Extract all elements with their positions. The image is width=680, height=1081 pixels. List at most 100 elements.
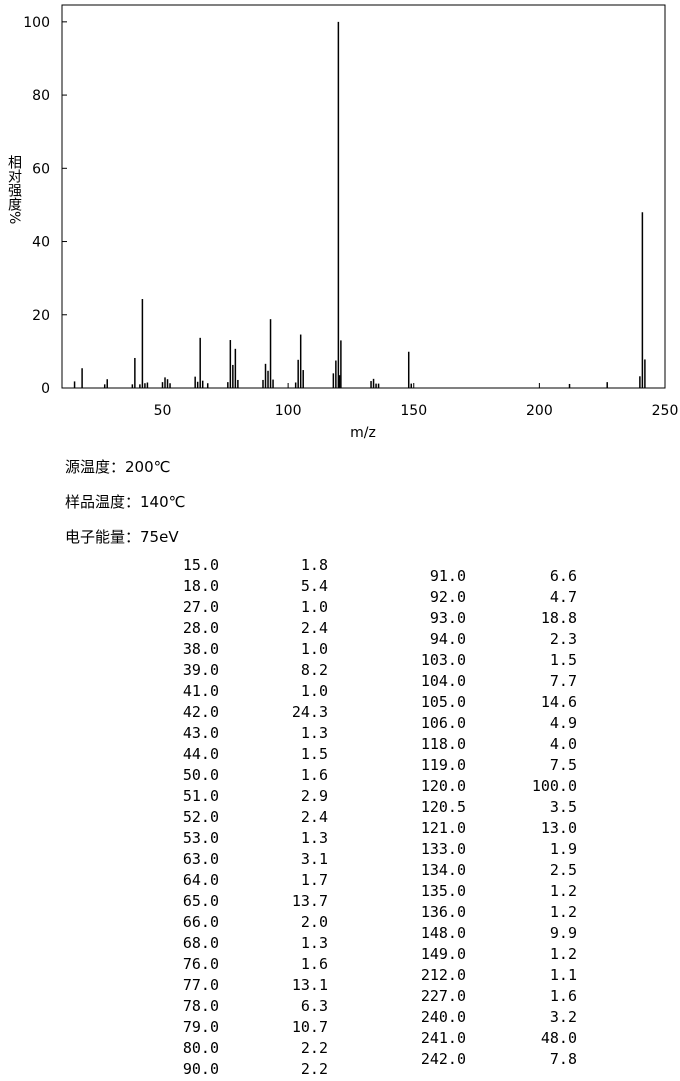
mass-cell: 105.0	[421, 693, 466, 711]
condition: 电子能量：75eV	[65, 528, 179, 546]
x-tick-label: 100	[275, 403, 302, 419]
intensity-cell: 2.5	[550, 861, 577, 879]
y-tick-label: 20	[32, 308, 50, 324]
y-tick-label: 100	[23, 15, 50, 31]
mass-cell: 76.0	[183, 955, 219, 973]
mass-cell: 38.0	[183, 640, 219, 658]
mass-cell: 119.0	[421, 756, 466, 774]
intensity-cell: 13.0	[541, 819, 577, 837]
mass-cell: 78.0	[183, 997, 219, 1015]
mass-cell: 135.0	[421, 882, 466, 900]
intensity-cell: 2.2	[301, 1060, 328, 1077]
mass-cell: 50.0	[183, 766, 219, 784]
y-tick-label: 60	[32, 161, 50, 177]
condition: 源温度：200℃	[65, 458, 170, 476]
intensity-cell: 1.0	[301, 598, 328, 616]
intensity-cell: 3.1	[301, 850, 328, 868]
intensity-cell: 1.7	[301, 871, 328, 889]
intensity-cell: 1.1	[550, 966, 577, 984]
mass-cell: 18.0	[183, 577, 219, 595]
intensity-cell: 3.5	[550, 798, 577, 816]
intensity-cell: 2.3	[550, 630, 577, 648]
intensity-cell: 1.8	[301, 556, 328, 574]
mass-cell: 63.0	[183, 850, 219, 868]
intensity-cell: 13.1	[292, 976, 328, 994]
intensity-cell: 4.0	[550, 735, 577, 753]
mass-cell: 104.0	[421, 672, 466, 690]
x-tick-label: 150	[400, 403, 427, 419]
mass-cell: 227.0	[421, 987, 466, 1005]
condition: 样品温度：140℃	[65, 493, 185, 511]
mass-cell: 94.0	[430, 630, 466, 648]
intensity-cell: 1.3	[301, 724, 328, 742]
intensity-cell: 14.6	[541, 693, 577, 711]
mass-cell: 43.0	[183, 724, 219, 742]
intensity-cell: 6.6	[550, 567, 577, 585]
mass-cell: 149.0	[421, 945, 466, 963]
intensity-cell: 1.0	[301, 682, 328, 700]
mass-cell: 80.0	[183, 1039, 219, 1057]
intensity-cell: 48.0	[541, 1029, 577, 1047]
mass-cell: 242.0	[421, 1050, 466, 1068]
mass-cell: 92.0	[430, 588, 466, 606]
mass-cell: 90.0	[183, 1060, 219, 1077]
mass-cell: 52.0	[183, 808, 219, 826]
mass-cell: 66.0	[183, 913, 219, 931]
intensity-cell: 1.0	[301, 640, 328, 658]
intensity-cell: 1.2	[550, 945, 577, 963]
mass-cell: 79.0	[183, 1018, 219, 1036]
mass-cell: 65.0	[183, 892, 219, 910]
y-axis-label: 相对强度%	[6, 155, 22, 224]
x-tick-label: 250	[652, 403, 679, 419]
intensity-cell: 13.7	[292, 892, 328, 910]
intensity-cell: 1.3	[301, 829, 328, 847]
mass-cell: 240.0	[421, 1008, 466, 1026]
mass-cell: 93.0	[430, 609, 466, 627]
intensity-cell: 7.5	[550, 756, 577, 774]
mass-cell: 241.0	[421, 1029, 466, 1047]
y-tick-label: 40	[32, 235, 50, 251]
mass-cell: 120.0	[421, 777, 466, 795]
mass-cell: 134.0	[421, 861, 466, 879]
intensity-cell: 9.9	[550, 924, 577, 942]
mass-cell: 68.0	[183, 934, 219, 952]
intensity-cell: 1.2	[550, 882, 577, 900]
mass-cell: 133.0	[421, 840, 466, 858]
intensity-cell: 1.9	[550, 840, 577, 858]
intensity-cell: 4.7	[550, 588, 577, 606]
intensity-cell: 3.2	[550, 1008, 577, 1026]
intensity-cell: 1.2	[550, 903, 577, 921]
mass-cell: 212.0	[421, 966, 466, 984]
intensity-cell: 2.0	[301, 913, 328, 931]
intensity-cell: 24.3	[292, 703, 328, 721]
intensity-cell: 7.8	[550, 1050, 577, 1068]
intensity-cell: 2.4	[301, 619, 328, 637]
intensity-cell: 7.7	[550, 672, 577, 690]
mass-cell: 64.0	[183, 871, 219, 889]
mass-cell: 28.0	[183, 619, 219, 637]
mass-cell: 51.0	[183, 787, 219, 805]
mass-cell: 121.0	[421, 819, 466, 837]
intensity-cell: 2.9	[301, 787, 328, 805]
x-tick-label: 50	[154, 403, 172, 419]
mass-cell: 91.0	[430, 567, 466, 585]
x-tick-label: 200	[526, 403, 553, 419]
intensity-cell: 5.4	[301, 577, 328, 595]
mass-cell: 106.0	[421, 714, 466, 732]
intensity-cell: 8.2	[301, 661, 328, 679]
intensity-cell: 1.6	[301, 955, 328, 973]
mass-cell: 120.5	[421, 798, 466, 816]
mass-cell: 148.0	[421, 924, 466, 942]
intensity-cell: 10.7	[292, 1018, 328, 1036]
intensity-cell: 1.5	[301, 745, 328, 763]
x-axis-label: m/z	[350, 425, 376, 441]
mass-cell: 103.0	[421, 651, 466, 669]
intensity-cell: 2.2	[301, 1039, 328, 1057]
intensity-cell: 100.0	[532, 777, 577, 795]
plot-frame	[61, 4, 666, 389]
mass-cell: 42.0	[183, 703, 219, 721]
y-tick-label: 80	[32, 88, 50, 104]
intensity-cell: 1.6	[550, 987, 577, 1005]
